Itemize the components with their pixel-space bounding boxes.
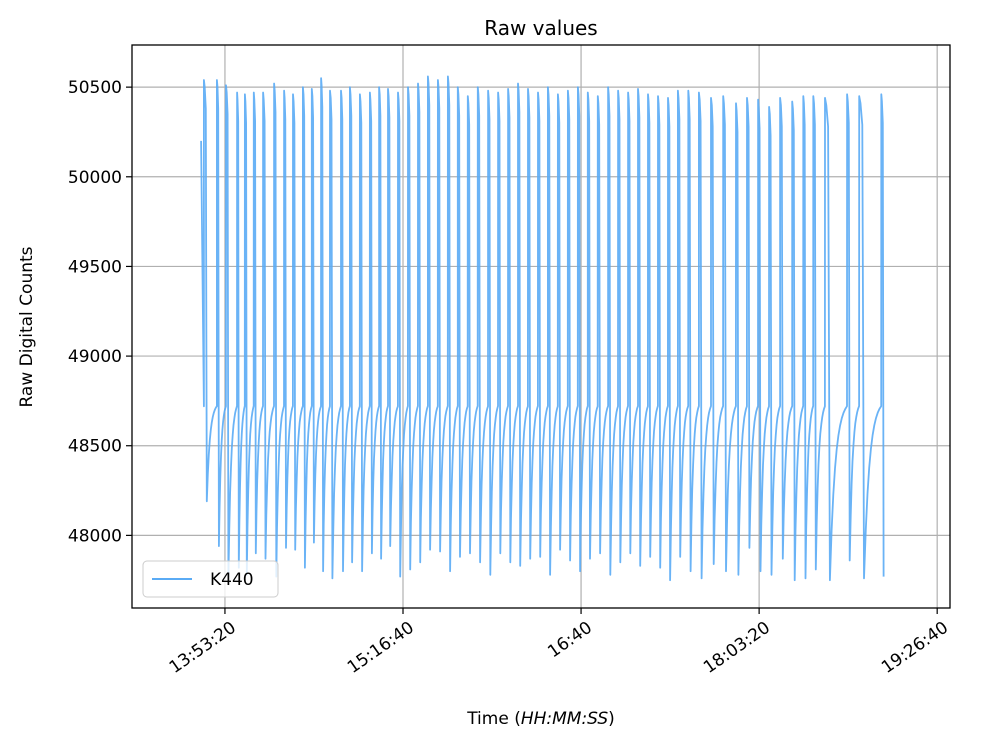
x-tick-label: 16:40 <box>544 618 596 662</box>
x-axis-label: Time (HH:MM:SS) <box>466 709 615 729</box>
y-tick-label: 49500 <box>68 257 122 277</box>
y-tick-label: 48000 <box>68 526 122 546</box>
x-axis: 13:53:20 15:16:40 16:40 18:03:20 19:26:40 <box>166 608 952 678</box>
series-line-K440 <box>200 75 885 582</box>
x-axis-label-suffix: ) <box>608 709 615 729</box>
x-tick-label: 15:16:40 <box>344 618 418 678</box>
y-tick-label: 49000 <box>68 347 122 367</box>
legend: K440 <box>142 560 279 598</box>
x-tick-label: 19:26:40 <box>878 618 952 678</box>
y-tick-label: 48500 <box>68 437 122 457</box>
x-tick-label: 18:03:20 <box>700 618 774 678</box>
x-tick-label: 13:53:20 <box>166 618 240 678</box>
x-axis-label-units: HH:MM:SS <box>521 709 609 729</box>
series-layer <box>200 75 885 582</box>
legend-box <box>142 560 279 598</box>
y-axis: 48000 48500 49000 49500 50000 50500 <box>68 78 132 546</box>
y-axis-label: Raw Digital Counts <box>17 246 37 407</box>
x-axis-label-prefix: Time ( <box>466 709 521 729</box>
legend-label-K440: K440 <box>210 570 254 590</box>
chart-title: Raw values <box>484 16 597 40</box>
y-tick-label: 50500 <box>68 78 122 98</box>
plot-frame <box>131 44 951 609</box>
y-tick-label: 50000 <box>68 168 122 188</box>
